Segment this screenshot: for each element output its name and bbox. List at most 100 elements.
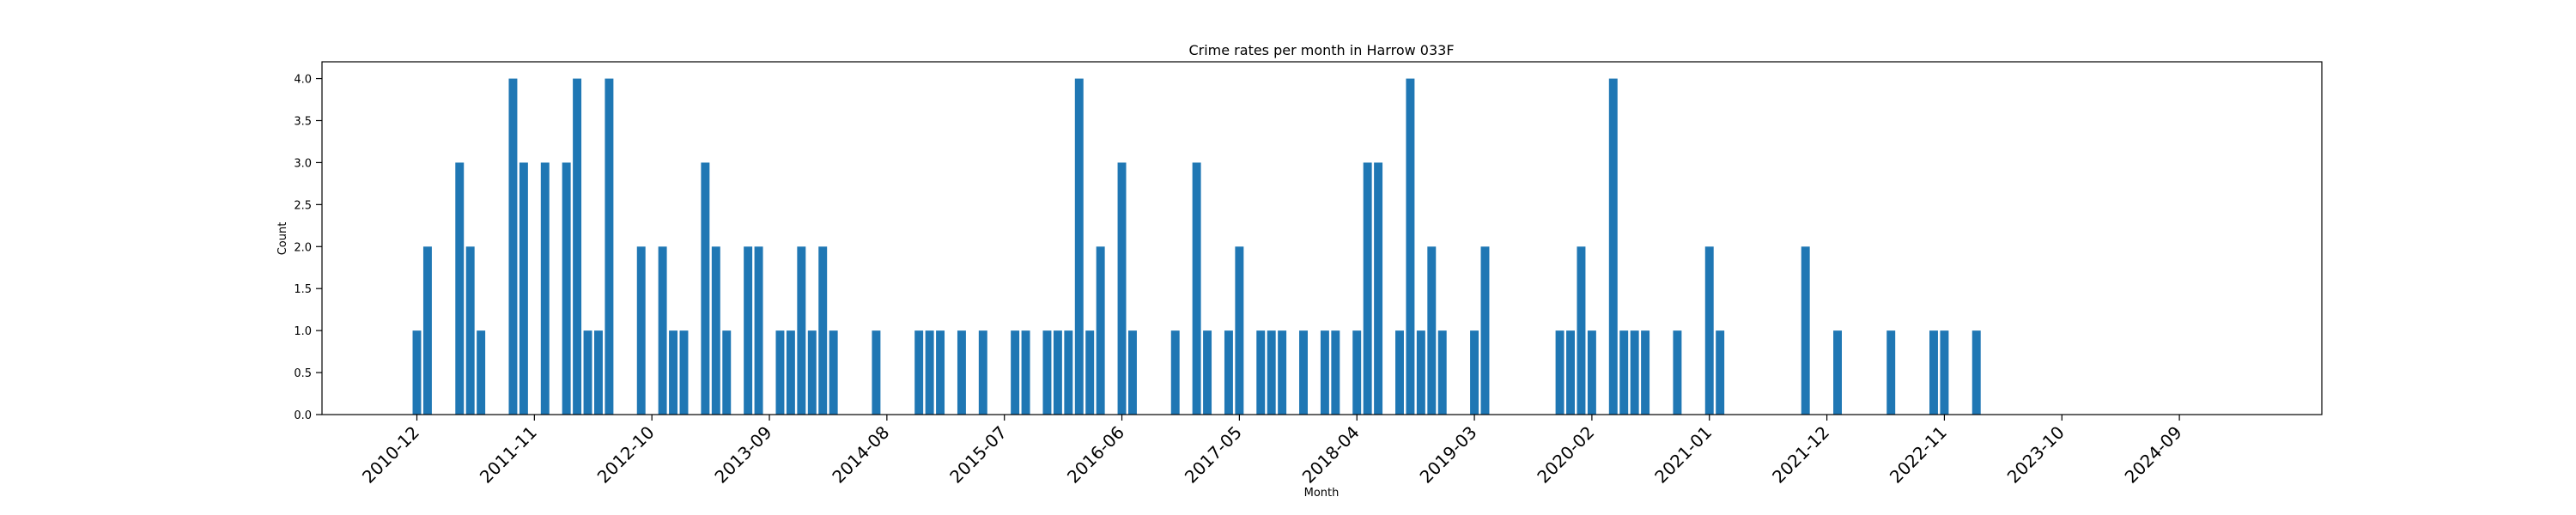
- bar-2020-10: [1673, 330, 1682, 415]
- bar-2014-07: [872, 330, 881, 415]
- bar-2016-07: [1128, 330, 1137, 415]
- bar-2015-03: [957, 330, 966, 415]
- bar-2014-12: [925, 330, 934, 415]
- bar-2022-11: [1940, 330, 1949, 415]
- bar-2013-05: [722, 330, 732, 415]
- bar-2018-09: [1406, 78, 1415, 415]
- x-tick-label: 2014-08: [828, 422, 893, 488]
- bar-2013-10: [775, 330, 785, 415]
- bar-2018-08: [1395, 330, 1404, 415]
- bar-2013-03: [701, 162, 710, 415]
- bar-2012-09: [636, 246, 646, 415]
- bar-2019-03: [1470, 330, 1479, 415]
- bar-2022-10: [1929, 330, 1938, 415]
- bar-2020-05: [1619, 330, 1629, 415]
- bar-2019-12: [1566, 330, 1575, 415]
- x-tick-label: 2016-06: [1063, 422, 1128, 488]
- bar-2014-02: [818, 246, 828, 415]
- bar-2020-07: [1641, 330, 1650, 415]
- x-tick-label: 2018-04: [1298, 422, 1364, 488]
- bar-2015-08: [1011, 330, 1020, 415]
- bar-2013-07: [744, 246, 753, 415]
- bar-2018-10: [1416, 330, 1425, 415]
- bar-2021-01: [1704, 246, 1714, 415]
- bar-2013-11: [786, 330, 795, 415]
- bar-2012-03: [573, 78, 582, 415]
- bar-2022-01: [1833, 330, 1842, 415]
- bar-2011-06: [477, 330, 486, 415]
- bar-2018-11: [1427, 246, 1437, 415]
- bar-2012-12: [669, 330, 678, 415]
- bar-2011-01: [422, 246, 432, 415]
- bar-2013-12: [797, 246, 806, 415]
- x-tick-label: 2010-12: [358, 422, 423, 488]
- x-tick-label: 2024-09: [2121, 422, 2186, 488]
- bar-2021-02: [1716, 330, 1725, 415]
- bar-2017-02: [1203, 330, 1212, 415]
- y-tick-label: 1.0: [294, 325, 312, 338]
- x-tick-label: 2022-11: [1886, 422, 1951, 488]
- bar-2013-01: [679, 330, 689, 415]
- bar-2017-09: [1278, 330, 1287, 415]
- bar-2017-07: [1256, 330, 1266, 415]
- x-tick-label: 2021-01: [1650, 422, 1716, 488]
- bar-2019-04: [1480, 246, 1490, 415]
- y-tick-label: 4.0: [294, 74, 312, 87]
- bar-2010-12: [412, 330, 422, 415]
- bar-2018-04: [1352, 330, 1362, 415]
- bar-2013-08: [754, 246, 763, 415]
- y-tick-label: 0.0: [294, 409, 312, 422]
- bar-2018-02: [1331, 330, 1340, 415]
- bar-2011-09: [508, 78, 518, 415]
- bar-2017-04: [1224, 330, 1233, 415]
- bar-2017-11: [1299, 330, 1308, 415]
- y-tick-label: 1.5: [294, 283, 312, 296]
- bar-2018-01: [1320, 330, 1329, 415]
- bar-2015-05: [978, 330, 987, 415]
- bar-2011-05: [465, 246, 475, 415]
- bar-2014-11: [914, 330, 924, 415]
- bar-2015-11: [1042, 330, 1052, 415]
- y-tick-label: 3.5: [294, 116, 312, 129]
- bar-2013-04: [711, 246, 720, 415]
- bar-2020-04: [1608, 78, 1618, 415]
- x-axis-label: Month: [1304, 487, 1340, 500]
- bar-2014-03: [829, 330, 838, 415]
- x-tick-label: 2015-07: [945, 422, 1011, 488]
- bar-2011-04: [455, 162, 465, 415]
- y-axis-label: Count: [276, 222, 289, 256]
- x-tick-label: 2019-03: [1416, 422, 1481, 488]
- bar-2015-01: [936, 330, 945, 415]
- bar-2020-01: [1577, 246, 1586, 415]
- bar-2012-02: [562, 162, 571, 415]
- bar-2012-04: [583, 330, 592, 415]
- bar-2016-03: [1085, 330, 1095, 415]
- bar-2016-11: [1170, 330, 1180, 415]
- bar-2018-05: [1363, 162, 1372, 415]
- bar-2011-12: [540, 162, 550, 415]
- bar-2016-04: [1096, 246, 1105, 415]
- bar-2016-06: [1117, 162, 1127, 415]
- x-tick-label: 2013-09: [710, 422, 775, 488]
- bar-2023-02: [1971, 330, 1981, 415]
- bar-2020-02: [1587, 330, 1596, 415]
- y-tick-label: 0.5: [294, 367, 312, 380]
- chart-title: Crime rates per month in Harrow 033F: [1188, 42, 1454, 58]
- y-axis: 0.0 0.5 1.0 1.5 2.0 2.5 3.0 3.5 4.0: [294, 74, 322, 422]
- bar-2016-01: [1064, 330, 1073, 415]
- bar-2020-06: [1630, 330, 1639, 415]
- bar-2016-02: [1074, 78, 1084, 415]
- bar-2019-11: [1555, 330, 1564, 415]
- bar-2017-05: [1235, 246, 1244, 415]
- bar-2021-10: [1801, 246, 1810, 415]
- bar-2012-05: [594, 330, 603, 415]
- bar-2011-10: [519, 162, 528, 415]
- x-tick-label: 2012-10: [593, 422, 659, 488]
- y-tick-label: 2.0: [294, 241, 312, 254]
- y-tick-label: 3.0: [294, 157, 312, 170]
- y-tick-label: 2.5: [294, 199, 312, 212]
- x-axis: 2010-12 2011-11 2012-10 2013-09 2014-08 2015-…: [358, 415, 2186, 488]
- x-tick-label: 2017-05: [1181, 422, 1246, 488]
- bar-2012-11: [658, 246, 667, 415]
